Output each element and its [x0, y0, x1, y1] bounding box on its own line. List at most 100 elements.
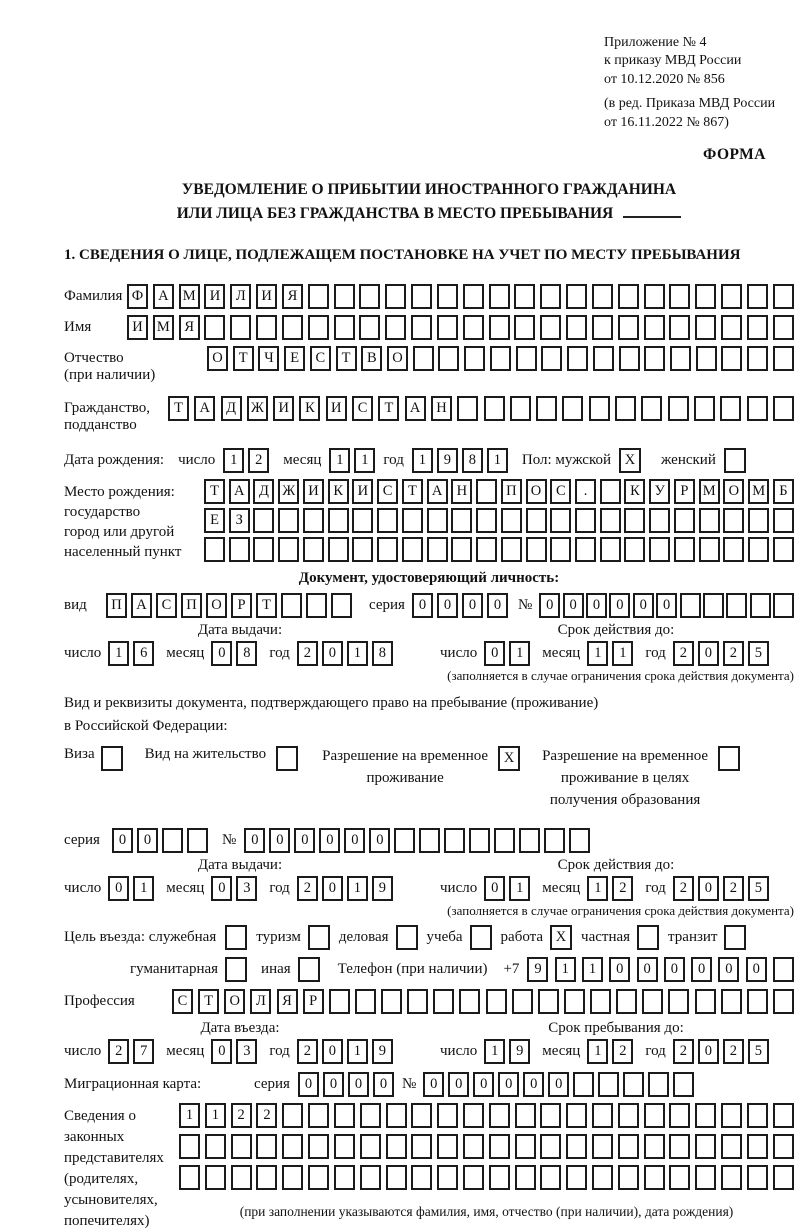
char-cell[interactable]: [489, 345, 511, 371]
char-cell[interactable]: [204, 1133, 226, 1159]
char-cell[interactable]: Т: [335, 345, 357, 371]
char-cell[interactable]: [772, 1133, 794, 1159]
char-cell[interactable]: [591, 314, 613, 340]
char-cell[interactable]: [566, 314, 588, 340]
char-cell[interactable]: 9: [436, 447, 458, 473]
char-cell[interactable]: [588, 395, 610, 421]
char-cell[interactable]: [592, 345, 614, 371]
char-cell[interactable]: О: [206, 592, 227, 618]
char-cell[interactable]: [695, 1102, 717, 1128]
char-cell[interactable]: 8: [371, 640, 393, 666]
char-cell[interactable]: [230, 314, 252, 340]
char-cell[interactable]: Т: [232, 345, 254, 371]
char-cell[interactable]: [438, 345, 460, 371]
char-cell[interactable]: [256, 1164, 278, 1190]
char-cell[interactable]: 0: [486, 592, 508, 618]
char-cell[interactable]: [679, 592, 701, 618]
char-cell[interactable]: [485, 988, 507, 1014]
char-cell[interactable]: Р: [302, 988, 324, 1014]
char-cell[interactable]: [617, 1102, 639, 1128]
char-cell[interactable]: Е: [284, 345, 306, 371]
char-cell[interactable]: [669, 1133, 691, 1159]
char-cell[interactable]: [695, 1164, 717, 1190]
char-cell[interactable]: Б: [772, 478, 794, 504]
char-cell[interactable]: [642, 988, 664, 1014]
char-cell[interactable]: Я: [281, 283, 303, 309]
char-cell[interactable]: Т: [256, 592, 277, 618]
char-cell[interactable]: Ж: [246, 395, 268, 421]
char-cell[interactable]: [354, 988, 376, 1014]
char-cell[interactable]: [693, 395, 715, 421]
char-cell[interactable]: 1: [108, 640, 130, 666]
char-cell[interactable]: И: [273, 395, 295, 421]
char-cell[interactable]: [550, 536, 572, 562]
char-cell[interactable]: [667, 395, 689, 421]
char-cell[interactable]: [669, 1102, 691, 1128]
char-cell[interactable]: [746, 283, 768, 309]
char-cell[interactable]: 0: [322, 1071, 344, 1097]
char-cell[interactable]: 1: [587, 875, 609, 901]
char-cell[interactable]: [772, 988, 794, 1014]
char-cell[interactable]: [488, 1164, 510, 1190]
char-cell[interactable]: [591, 283, 613, 309]
char-cell[interactable]: [377, 507, 399, 533]
char-cell[interactable]: [673, 536, 695, 562]
char-cell[interactable]: 0: [211, 875, 233, 901]
char-cell[interactable]: [746, 1133, 768, 1159]
char-cell[interactable]: [394, 827, 416, 853]
char-cell[interactable]: [204, 536, 225, 562]
char-cell[interactable]: 0: [269, 827, 291, 853]
char-cell[interactable]: П: [106, 592, 127, 618]
char-cell[interactable]: [307, 283, 329, 309]
purpose-business-checkbox[interactable]: [225, 924, 248, 950]
char-cell[interactable]: [749, 592, 771, 618]
char-cell[interactable]: [514, 283, 536, 309]
char-cell[interactable]: И: [352, 478, 374, 504]
char-cell[interactable]: [649, 507, 671, 533]
char-cell[interactable]: [566, 283, 588, 309]
char-cell[interactable]: 1: [587, 640, 609, 666]
char-cell[interactable]: [643, 1164, 665, 1190]
char-cell[interactable]: [476, 507, 498, 533]
purpose-private-checkbox[interactable]: [637, 924, 660, 950]
char-cell[interactable]: С: [156, 592, 177, 618]
char-cell[interactable]: [457, 395, 479, 421]
char-cell[interactable]: [426, 507, 448, 533]
char-cell[interactable]: [669, 1164, 691, 1190]
purpose-work-checkbox[interactable]: X: [550, 924, 573, 950]
char-cell[interactable]: И: [256, 283, 278, 309]
char-cell[interactable]: [575, 507, 597, 533]
char-cell[interactable]: 2: [108, 1038, 130, 1064]
char-cell[interactable]: [459, 988, 481, 1014]
representatives-row2[interactable]: [179, 1133, 794, 1159]
char-cell[interactable]: 9: [509, 1038, 531, 1064]
char-cell[interactable]: 0: [319, 827, 341, 853]
char-cell[interactable]: [327, 536, 349, 562]
char-cell[interactable]: [462, 1102, 484, 1128]
char-cell[interactable]: [525, 536, 547, 562]
char-cell[interactable]: [698, 536, 720, 562]
char-cell[interactable]: С: [352, 395, 374, 421]
char-cell[interactable]: 1: [582, 956, 603, 982]
char-cell[interactable]: И: [302, 478, 324, 504]
char-cell[interactable]: [411, 283, 433, 309]
char-cell[interactable]: [385, 283, 407, 309]
char-cell[interactable]: [359, 283, 381, 309]
char-cell[interactable]: И: [325, 395, 347, 421]
char-cell[interactable]: 3: [236, 1038, 258, 1064]
char-cell[interactable]: 0: [548, 1071, 570, 1097]
purpose-humanitarian-checkbox[interactable]: [225, 956, 248, 982]
char-cell[interactable]: 5: [747, 875, 769, 901]
char-cell[interactable]: 0: [697, 1038, 719, 1064]
char-cell[interactable]: К: [624, 478, 646, 504]
char-cell[interactable]: [702, 592, 724, 618]
char-cell[interactable]: [698, 507, 720, 533]
char-cell[interactable]: 2: [230, 1102, 252, 1128]
char-cell[interactable]: 0: [461, 592, 483, 618]
char-cell[interactable]: П: [181, 592, 202, 618]
char-cell[interactable]: Т: [378, 395, 400, 421]
